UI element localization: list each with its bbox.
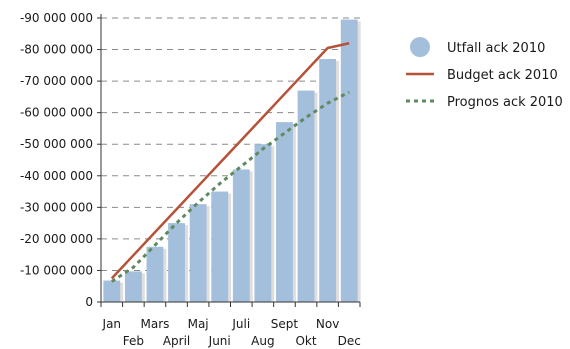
x-tick-label: Maj — [188, 317, 209, 331]
x-tick-label: Sept — [271, 317, 299, 331]
x-tick-label: Aug — [251, 334, 274, 348]
legend-label: Utfall ack 2010 — [447, 41, 545, 56]
y-tick-labels: -90 000 000 -80 000 000 -70 000 000 -60 000… — [20, 11, 93, 309]
x-tick-label: April — [163, 334, 190, 348]
bar-utfall — [254, 144, 272, 302]
bar-utfall — [168, 223, 185, 302]
series-lines — [110, 42, 350, 283]
bar-utfall — [124, 271, 142, 302]
y-tick-label: -90 000 000 — [20, 11, 93, 25]
bar-utfall — [319, 59, 337, 303]
bar-utfall — [146, 246, 164, 302]
y-tick-label: -10 000 000 — [20, 263, 93, 277]
y-tick-label: -80 000 000 — [20, 43, 93, 57]
bar-utfall — [103, 280, 121, 302]
y-tick-label: -60 000 000 — [20, 106, 93, 120]
axes — [97, 14, 361, 307]
bar-utfall — [211, 191, 229, 302]
y-tick-label: -40 000 000 — [20, 169, 93, 183]
x-tick-label: Nov — [316, 317, 339, 331]
x-tick-label: Juli — [231, 317, 250, 331]
y-tick-label: 0 — [85, 295, 93, 309]
bar-utfall — [276, 122, 293, 302]
legend-swatch-utfall — [410, 37, 430, 57]
x-tick-label: Feb — [123, 334, 144, 348]
bar-utfall — [232, 169, 250, 302]
bar-utfall — [189, 204, 207, 302]
legend: Utfall ack 2010 Budget ack 2010 Prognos ac… — [406, 37, 563, 110]
bar-utfall — [340, 19, 358, 302]
x-tick-label: Dec — [338, 334, 361, 348]
bar-utfall — [297, 90, 315, 302]
y-tick-label: -20 000 000 — [20, 232, 93, 246]
y-tick-label: -30 000 000 — [20, 200, 93, 214]
legend-label: Prognos ack 2010 — [447, 95, 563, 110]
x-tick-label: Mars — [141, 317, 170, 331]
y-tick-label: -70 000 000 — [20, 74, 93, 88]
x-tick-label: Jan — [102, 317, 122, 331]
x-tick-label: Juni — [208, 334, 231, 348]
x-tick-label: Okt — [295, 334, 316, 348]
legend-label: Budget ack 2010 — [447, 68, 558, 83]
line-budget — [110, 42, 350, 280]
y-tick-label: -50 000 000 — [20, 137, 93, 151]
bars-utfall — [103, 19, 361, 303]
line-prognos — [110, 90, 350, 283]
